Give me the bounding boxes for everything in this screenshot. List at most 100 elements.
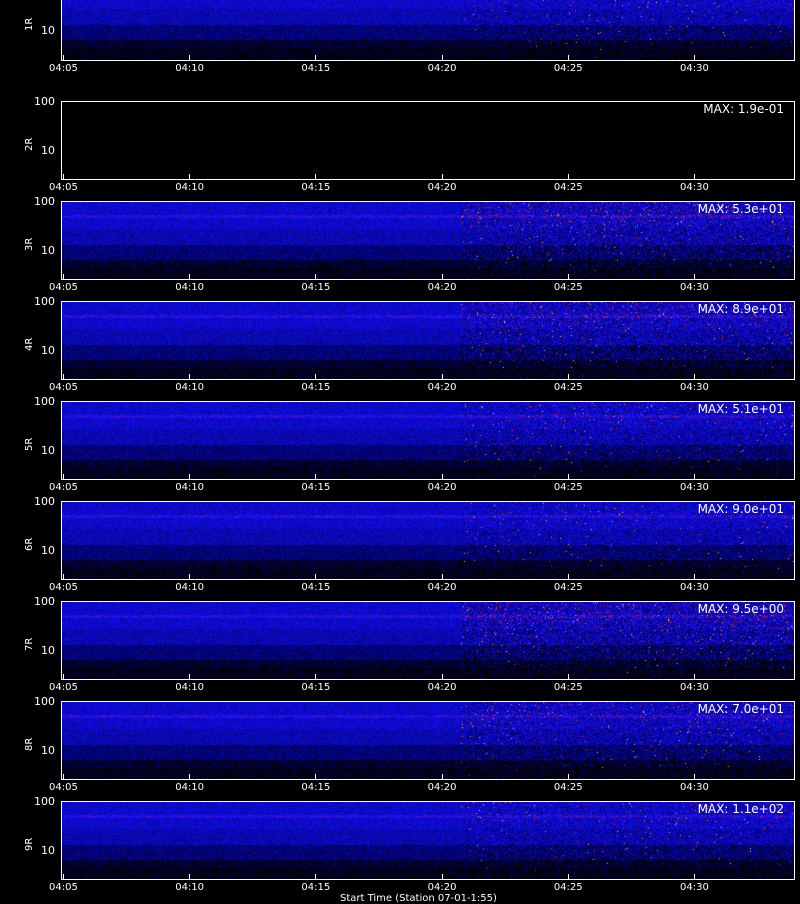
x-tick-mark [694,55,696,61]
max-label: MAX: 5.1e+01 [697,402,784,416]
x-tick-label: 04:15 [301,382,331,393]
x-tick-label: 04:20 [427,782,457,793]
panel-1R: MAX: 5.5e+011R1001004:0504:1004:1504:200… [0,0,800,100]
x-tick-mark [63,474,64,480]
x-tick-mark [441,574,443,580]
y-tick-label: 100 [34,395,55,408]
x-tick-mark [567,474,569,480]
x-tick-label: 04:20 [427,63,457,74]
y-tick-label: 100 [34,95,55,108]
y-tick-label: 100 [34,695,55,708]
spectrogram-plot [61,201,795,280]
x-tick-mark [315,274,317,280]
x-tick-label: 04:10 [175,63,205,74]
x-tick-label: 04:10 [175,182,205,193]
x-tick-mark [189,174,191,180]
x-tick-mark [694,774,696,780]
y-tick-label: 100 [34,295,55,308]
x-tick-mark [63,55,64,61]
x-tick-mark [189,274,191,280]
panel-8R: MAX: 7.0e+01 8R 100 10 04:05 04:10 04:15 04:20 0… [0,695,800,800]
x-tick-mark [63,274,64,280]
x-tick-mark [441,374,443,380]
x-tick-label: 04:05 [49,582,78,593]
y-tick-label: 10 [41,144,55,157]
x-tick-mark [189,674,191,680]
x-tick-label: 04:30 [680,63,709,74]
x-tick-mark [567,574,569,580]
y-tick-label: 100 [34,495,55,508]
spectrogram-image [62,0,794,59]
time-axis-footer: Start Time (Station 07-01-1:55) [340,893,497,904]
x-tick-mark [315,174,317,180]
x-tick-label: 04:20 [427,382,457,393]
spectrogram-plot [61,801,795,880]
x-tick-mark [315,55,317,61]
x-tick-mark [315,774,317,780]
x-tick-mark [441,274,443,280]
x-tick-label: 04:30 [680,382,709,393]
x-tick-mark [694,174,696,180]
x-tick-label: 04:05 [49,782,78,793]
spectrogram-plot [61,101,795,180]
x-tick-label: 04:25 [553,882,583,893]
x-tick-label: 04:30 [680,282,709,293]
spectrogram-plot [61,301,795,380]
x-tick-mark [567,374,569,380]
x-tick-label: 04:10 [175,882,205,893]
x-tick-mark [694,474,696,480]
spectrogram-image [62,502,794,579]
y-tick-label: 10 [41,844,55,857]
x-tick-mark [441,55,443,61]
panel-3R: MAX: 5.3e+01 3R 100 10 04:05 04:10 04:15 04:20 0… [0,195,800,300]
x-tick-label: 04:25 [553,782,583,793]
x-tick-mark [567,274,569,280]
x-tick-label: 04:05 [49,382,78,393]
x-tick-label: 04:10 [175,582,205,593]
x-tick-label: 04:05 [49,682,78,693]
panel-9R: MAX: 1.1e+02 9R 100 10 04:05 04:10 04:15 04:20 0… [0,795,800,900]
x-tick-label: 04:25 [553,182,583,193]
x-tick-label: 04:05 [49,63,78,74]
x-tick-label: 04:30 [680,782,709,793]
x-tick-mark [63,374,64,380]
x-tick-label: 04:30 [680,882,709,893]
panel-7R: MAX: 9.5e+00 7R 100 10 04:05 04:10 04:15 04:20 0… [0,595,800,700]
max-label: MAX: 5.3e+01 [697,202,784,216]
spectrogram-plot [61,0,795,61]
spectrogram-image [62,402,794,479]
spectrogram-plot [61,401,795,480]
x-tick-mark [441,874,443,880]
y-tick-label: 10 [41,744,55,757]
x-tick-label: 04:10 [175,482,205,493]
x-tick-mark [189,374,191,380]
x-tick-label: 04:20 [427,482,457,493]
x-tick-label: 04:10 [175,282,205,293]
x-tick-mark [189,774,191,780]
spectrogram-image [62,602,794,679]
x-tick-label: 04:10 [175,682,205,693]
panel-4R: MAX: 8.9e+01 4R 100 10 04:05 04:10 04:15 04:20 0… [0,295,800,400]
x-tick-label: 04:15 [301,63,331,74]
x-tick-mark [694,374,696,380]
x-tick-mark [189,874,191,880]
x-tick-mark [694,874,696,880]
max-label: MAX: 1.1e+02 [697,802,784,816]
x-tick-label: 04:25 [553,482,583,493]
x-tick-label: 04:30 [680,582,709,593]
y-tick-label: 10 [41,544,55,557]
x-tick-label: 04:15 [301,882,331,893]
x-tick-mark [63,674,64,680]
spectrogram-image [62,102,794,179]
x-tick-label: 04:20 [427,882,457,893]
spectrogram-image [62,302,794,379]
x-tick-label: 04:20 [427,582,457,593]
spectrogram-image [62,802,794,879]
spectrogram-plot [61,601,795,680]
x-tick-label: 04:10 [175,382,205,393]
x-tick-label: 04:10 [175,782,205,793]
x-tick-mark [315,374,317,380]
x-tick-mark [315,474,317,480]
max-label: MAX: 9.0e+01 [697,502,784,516]
y-tick-label: 10 [41,644,55,657]
